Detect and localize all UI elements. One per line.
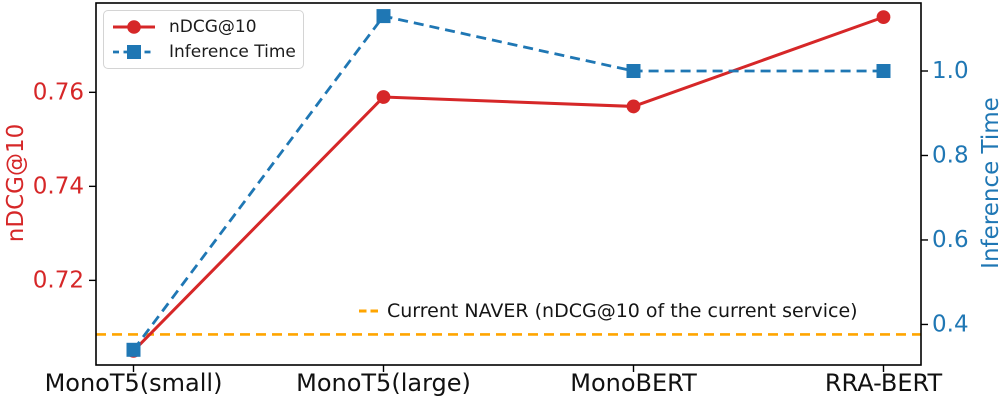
x-category-label: MonoT5(small) [45,369,223,397]
left-axis-title: nDCG@10 [3,123,29,243]
orange-dash-sample-icon [359,309,379,313]
legend-entry-ndcg: nDCG@10 [111,18,303,36]
right-tick-label: 1.0 [932,58,969,84]
inference-line-sample-icon [113,45,155,59]
inference-data-marker [876,64,891,79]
legend-label-inference: Inference Time [169,41,296,62]
reference-line-annotation: Current NAVER (nDCG@10 of the current se… [359,300,858,322]
right-axis-title: Inference Time [978,97,1000,269]
x-category-label: MonoT5(large) [296,369,471,397]
plot-border [95,2,922,366]
right-tick-label: 0.4 [932,311,969,337]
left-tick-label: 0.74 [33,173,84,199]
legend-label-ndcg: nDCG@10 [169,16,257,37]
left-tick-label: 0.72 [33,267,84,293]
inference-series-line [132,14,884,351]
ndcg-data-marker [626,99,641,114]
legend: nDCG@10 Inference Time [103,10,304,69]
x-category-label: RRA-BERT [825,369,943,397]
inference-data-marker [126,342,141,357]
inference-data-marker [376,9,391,24]
ndcg-line-sample-icon [113,20,155,34]
inference-data-marker [626,64,641,79]
reference-line-label: Current NAVER (nDCG@10 of the current se… [387,300,858,322]
x-category-label: MonoBERT [570,369,697,397]
left-tick-label: 0.76 [33,79,84,105]
right-tick-label: 0.8 [932,142,969,168]
right-tick-label: 0.6 [932,227,969,253]
ndcg-data-marker [376,90,391,104]
ndcg-data-marker [876,10,891,25]
legend-entry-inference: Inference Time [111,43,303,61]
ndcg-series-line [132,15,885,352]
